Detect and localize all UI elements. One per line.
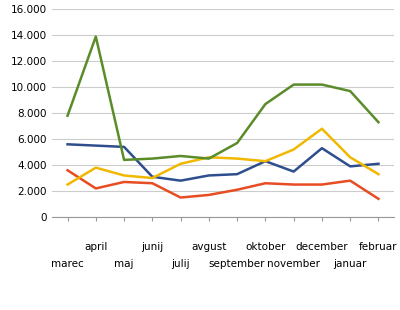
2012/13 [235,188,240,192]
2012/13 [65,168,70,172]
2013/14 [150,176,155,180]
2011/12 [320,146,324,150]
2011/12 [376,162,381,166]
2011/12 [235,172,240,176]
2011/12 [94,144,98,148]
2011/12 [206,174,211,177]
Line: 2012/13: 2012/13 [68,170,378,199]
Text: november: november [267,259,320,269]
2014/15 [150,157,155,161]
Text: september: september [209,259,265,269]
Text: januar: januar [334,259,367,269]
2014/15 [65,114,70,117]
2011/12 [263,159,268,163]
2013/14 [320,127,324,131]
2013/14 [348,155,352,159]
2013/14 [291,148,296,151]
2014/15 [178,154,183,158]
Text: marec: marec [51,259,84,269]
2012/13 [320,183,324,186]
2011/12 [65,143,70,146]
2011/12 [291,170,296,173]
2012/13 [178,196,183,199]
2012/13 [150,181,155,185]
2013/14 [94,166,98,170]
2011/12 [348,165,352,168]
2013/14 [122,174,126,177]
Line: 2014/15: 2014/15 [68,37,378,160]
2014/15 [235,141,240,145]
2013/14 [235,157,240,161]
2011/12 [150,175,155,179]
2014/15 [122,158,126,162]
2012/13 [263,181,268,185]
Line: 2013/14: 2013/14 [68,129,378,184]
2014/15 [320,83,324,86]
2013/14 [376,172,381,176]
2014/15 [291,83,296,86]
2011/12 [178,179,183,183]
2012/13 [94,187,98,190]
2013/14 [206,155,211,159]
Text: julij: julij [171,259,190,269]
Text: december: december [296,242,348,252]
2012/13 [376,197,381,201]
2013/14 [65,183,70,186]
Text: junij: junij [141,242,164,252]
Line: 2011/12: 2011/12 [68,144,378,181]
2014/15 [348,89,352,93]
2012/13 [122,180,126,184]
2012/13 [348,179,352,183]
2014/15 [376,120,381,124]
2014/15 [94,35,98,38]
2012/13 [206,193,211,197]
2013/14 [178,162,183,166]
Text: avgust: avgust [191,242,226,252]
2012/13 [291,183,296,186]
2013/14 [263,159,268,163]
2014/15 [263,102,268,106]
Text: februar: februar [359,242,398,252]
Text: april: april [84,242,108,252]
Text: oktober: oktober [245,242,286,252]
2014/15 [206,157,211,161]
Text: maj: maj [114,259,134,269]
2011/12 [122,145,126,149]
